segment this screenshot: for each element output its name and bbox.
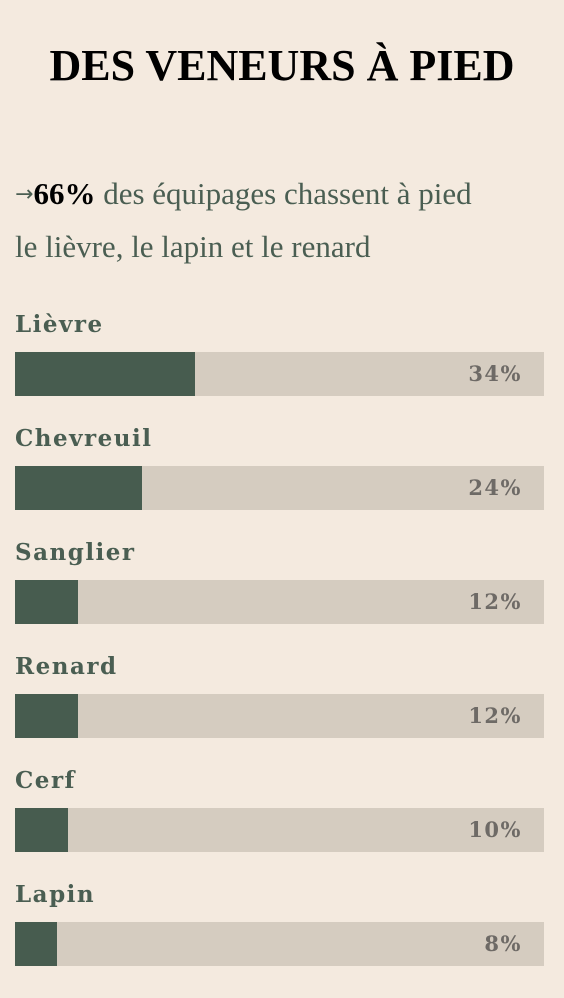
bar xyxy=(15,808,68,852)
bar xyxy=(15,694,78,738)
bar xyxy=(15,922,57,966)
arrow-right-icon: → xyxy=(15,182,34,207)
bar-row: Renard 12% xyxy=(15,648,544,762)
data-label: 24% xyxy=(468,475,522,500)
bar xyxy=(15,352,195,396)
bar-track: 12% xyxy=(15,694,544,738)
intro-text-line1: des équipages chassent à pied xyxy=(95,176,472,211)
category-label: Lièvre xyxy=(15,311,104,338)
bar-row: Lapin 8% xyxy=(15,876,544,990)
intro-text-line2: le lièvre, le lapin et le renard xyxy=(15,229,371,264)
bar-track: 12% xyxy=(15,580,544,624)
data-label: 12% xyxy=(468,589,522,614)
bar xyxy=(15,580,78,624)
bar-track: 34% xyxy=(15,352,544,396)
chart-title: DES VENEURS À PIED xyxy=(49,41,515,90)
bar-row: Sanglier 12% xyxy=(15,534,544,648)
category-label: Lapin xyxy=(15,881,96,908)
bar-row: Lièvre 34% xyxy=(15,306,544,420)
bar-track: 10% xyxy=(15,808,544,852)
category-label: Cerf xyxy=(15,767,76,794)
category-label: Chevreuil xyxy=(15,425,153,452)
bar-row: Chevreuil 24% xyxy=(15,420,544,534)
category-label: Renard xyxy=(15,653,118,680)
data-label: 34% xyxy=(468,361,522,386)
intro-highlight-percent: 66% xyxy=(33,176,96,211)
data-label: 10% xyxy=(468,817,522,842)
bar-track: 8% xyxy=(15,922,544,966)
bar xyxy=(15,466,142,510)
bar-chart: Lièvre 34% Chevreuil 24% Sanglier 12% Renard 12… xyxy=(15,306,544,990)
category-label: Sanglier xyxy=(15,539,136,566)
bar-row: Cerf 10% xyxy=(15,762,544,876)
data-label: 8% xyxy=(484,931,522,956)
intro-text: →66% des équipages chassent à pied le liè… xyxy=(15,168,555,273)
bar-track: 24% xyxy=(15,466,544,510)
data-label: 12% xyxy=(468,703,522,728)
